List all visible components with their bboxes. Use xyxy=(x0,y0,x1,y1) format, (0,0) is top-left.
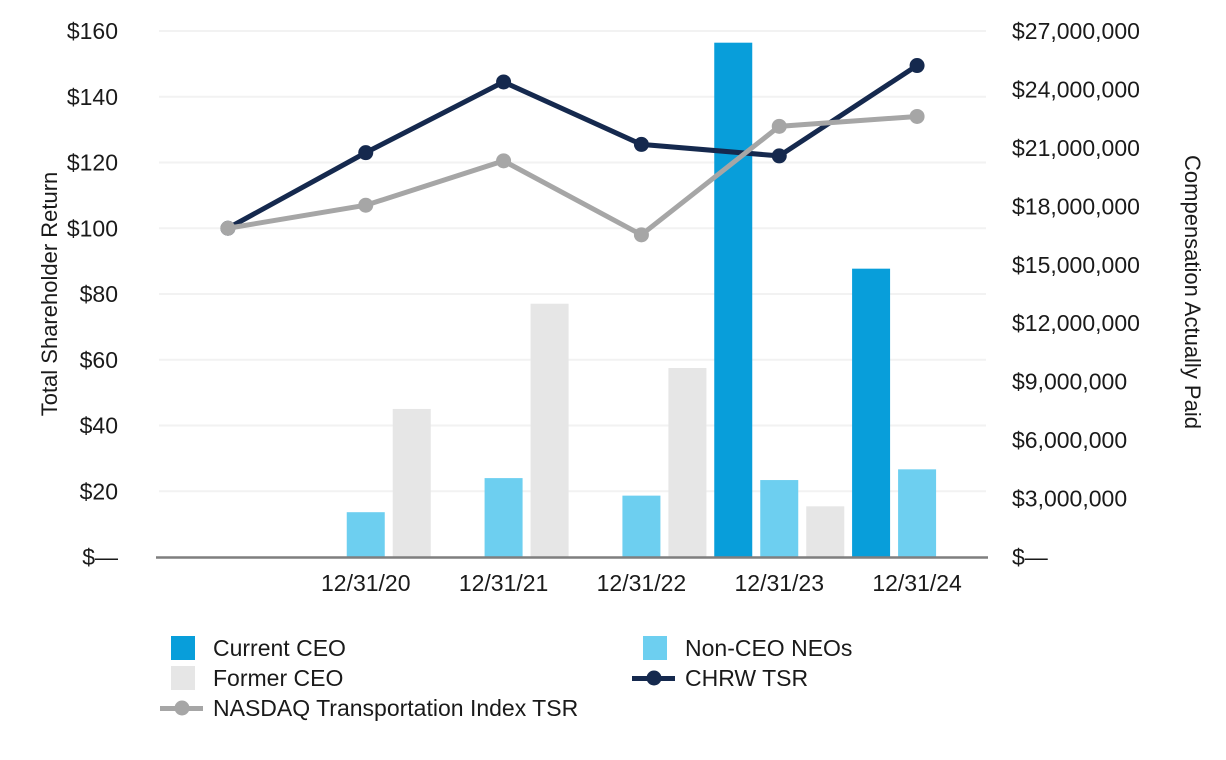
legend-label-non-ceo-neos: Non-CEO NEOs xyxy=(685,635,853,661)
left-axis-tick: $60 xyxy=(80,347,118,373)
right-axis-title: Compensation Actually Paid xyxy=(1180,155,1205,429)
bar-non-ceo-neos-12-31-20 xyxy=(346,512,385,557)
legend-swatch-former-ceo xyxy=(171,666,195,690)
legend-line-marker-nasdaq xyxy=(160,700,203,716)
line-chrw-tsr-marker xyxy=(496,74,512,90)
bar-non-ceo-neos-12-31-24 xyxy=(898,469,937,557)
line-nasdaq-transportation-index-tsr-marker xyxy=(771,118,787,134)
x-axis-label: 12/31/23 xyxy=(734,570,824,596)
left-axis-tick: $120 xyxy=(67,150,118,176)
legend-dot-nasdaq xyxy=(174,700,189,716)
bar-non-ceo-neos-12-31-22 xyxy=(622,495,661,557)
line-nasdaq-transportation-index-tsr-marker xyxy=(358,197,374,213)
legend-line-marker-chrw xyxy=(632,670,675,686)
right-axis-tick: $21,000,000 xyxy=(1012,135,1140,161)
bar-former-ceo-12-31-22 xyxy=(668,368,707,557)
left-axis-tick: $140 xyxy=(67,84,118,110)
line-chrw-tsr-marker xyxy=(358,145,374,161)
legend-column-2: Non-CEO NEOs CHRW TSR xyxy=(632,633,852,693)
right-axis-tick: $— xyxy=(1012,544,1048,570)
line-nasdaq-transportation-index-tsr-marker xyxy=(909,108,925,124)
right-axis-tick: $9,000,000 xyxy=(1012,369,1127,395)
line-chrw-tsr-marker xyxy=(771,148,787,164)
legend-label-former-ceo: Former CEO xyxy=(213,665,344,691)
x-axis-label: 12/31/21 xyxy=(459,570,549,596)
right-axis-tick: $15,000,000 xyxy=(1012,252,1140,278)
right-axis-tick: $24,000,000 xyxy=(1012,76,1140,102)
line-nasdaq-transportation-index-tsr xyxy=(227,113,918,238)
bar-current-ceo-12-31-24 xyxy=(852,268,891,557)
legend-column-1: Current CEO Former CEO NASDAQ Transporta… xyxy=(160,633,578,723)
line-nasdaq-transportation-index-tsr-marker xyxy=(220,220,236,236)
left-axis-tick: $40 xyxy=(80,413,118,439)
legend-label-chrw-tsr: CHRW TSR xyxy=(685,665,809,691)
legend-item-chrw-tsr: CHRW TSR xyxy=(632,663,852,693)
right-axis-tick: $3,000,000 xyxy=(1012,486,1127,512)
left-axis-tick: $80 xyxy=(80,281,118,307)
left-axis-tick: $20 xyxy=(80,478,118,504)
legend-dot-chrw xyxy=(646,670,661,686)
x-axis-label: 12/31/24 xyxy=(872,570,962,596)
left-axis-tick: $160 xyxy=(67,18,118,44)
right-axis-tick: $27,000,000 xyxy=(1012,18,1140,44)
bar-current-ceo-12-31-23 xyxy=(714,42,753,557)
legend-item-former-ceo: Former CEO xyxy=(160,663,578,693)
bar-former-ceo-12-31-23 xyxy=(806,506,845,557)
line-nasdaq-transportation-index-tsr-marker xyxy=(496,153,512,169)
bar-non-ceo-neos-12-31-23 xyxy=(760,480,799,557)
line-chrw-tsr xyxy=(226,63,919,231)
right-axis-tick: $6,000,000 xyxy=(1012,427,1127,453)
left-axis-tick: $— xyxy=(82,544,118,570)
x-axis-label: 12/31/22 xyxy=(597,570,687,596)
x-axis-label: 12/31/20 xyxy=(321,570,411,596)
left-axis-title: Total Shareholder Return xyxy=(37,171,62,417)
line-chrw-tsr-marker xyxy=(909,58,925,74)
right-axis-tick: $12,000,000 xyxy=(1012,310,1140,336)
legend-label-nasdaq-tsr: NASDAQ Transportation Index TSR xyxy=(213,695,579,721)
legend-swatch-non-ceo-neos xyxy=(643,636,667,660)
legend-swatch-current-ceo xyxy=(171,636,195,660)
bar-former-ceo-12-31-20 xyxy=(392,408,431,557)
line-nasdaq-transportation-index-tsr-marker xyxy=(633,227,649,243)
legend-item-nasdaq-tsr: NASDAQ Transportation Index TSR xyxy=(160,693,578,723)
left-axis-tick: $100 xyxy=(67,215,118,241)
legend-item-non-ceo-neos: Non-CEO NEOs xyxy=(632,633,852,663)
bar-former-ceo-12-31-21 xyxy=(530,303,569,557)
legend-item-current-ceo: Current CEO xyxy=(160,633,578,663)
legend-label-current-ceo: Current CEO xyxy=(213,635,346,661)
right-axis-tick: $18,000,000 xyxy=(1012,193,1140,219)
line-chrw-tsr-marker xyxy=(633,136,649,152)
bar-non-ceo-neos-12-31-21 xyxy=(484,478,523,557)
